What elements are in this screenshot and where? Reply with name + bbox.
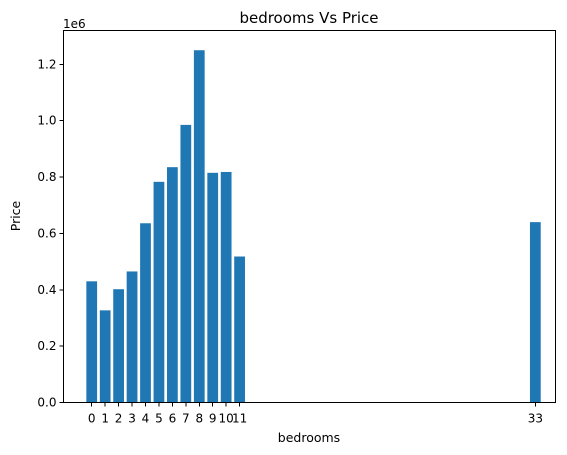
x-tick-label: 3 [128,412,136,426]
x-tick-label: 9 [209,412,217,426]
y-tick-label: 1.0 [37,114,56,128]
x-tick-label: 5 [155,412,163,426]
bars-group [86,50,541,403]
y-tick-label: 1.2 [37,57,56,71]
x-tick-label: 10 [219,412,234,426]
chart-title: bedrooms Vs Price [239,9,378,27]
bar-bedrooms-5 [153,181,165,403]
bar-bedrooms-0 [86,281,98,403]
bar-bedrooms-33 [529,222,541,403]
bar-bedrooms-4 [140,223,151,403]
y-axis-ticks: 0.0 0.2 0.4 0.6 0.8 1.0 1.2 [37,57,64,410]
bar-bedrooms-1 [99,310,111,403]
y-tick-label: 0.8 [37,170,56,184]
y-tick-label: 0.0 [37,396,56,410]
bar-bedrooms-8 [193,50,205,403]
bar-bedrooms-3 [126,271,138,403]
bar-bedrooms-10 [220,171,232,403]
bar-bedrooms-11 [234,256,245,403]
x-tick-label: 0 [88,412,96,426]
x-tick-label: 11 [232,412,247,426]
plot-frame [63,30,556,403]
bar-bedrooms-2 [113,289,124,403]
x-tick-label: 2 [115,412,123,426]
y-axis-offset-label: 1e6 [63,17,86,31]
y-axis-label: Price [8,200,23,231]
x-tick-label: 8 [195,412,203,426]
x-tick-label: 6 [169,412,177,426]
y-tick-label: 0.4 [37,283,56,297]
x-tick-label: 1 [101,412,109,426]
x-tick-label: 4 [142,412,150,426]
x-tick-label: 7 [182,412,190,426]
x-axis-label: bedrooms [278,430,340,445]
bar-bedrooms-9 [207,172,219,403]
bar-bedrooms-6 [167,167,178,403]
y-tick-label: 0.2 [37,339,56,353]
x-tick-label: 33 [528,412,543,426]
y-tick-label: 0.6 [37,226,56,240]
bar-bedrooms-7 [180,124,192,403]
